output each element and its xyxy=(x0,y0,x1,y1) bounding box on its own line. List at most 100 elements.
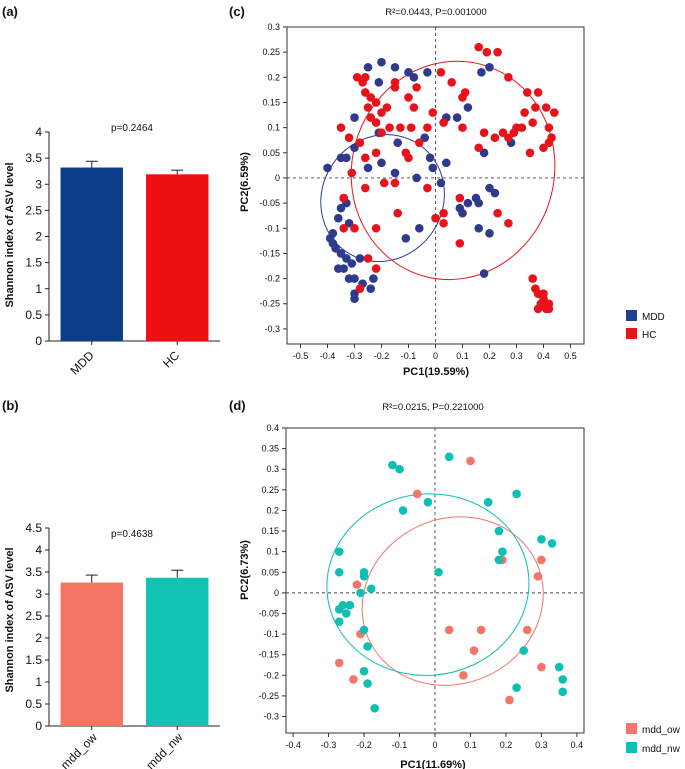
y-tick-label: 0.2 xyxy=(267,72,280,82)
point-mdd xyxy=(369,274,378,283)
point-hc xyxy=(436,67,446,77)
y-tick-label: -0.25 xyxy=(258,691,279,701)
x-tick-label-hc: HC xyxy=(160,348,182,370)
point-hc xyxy=(404,153,413,163)
point-hc xyxy=(428,108,438,117)
point-hc xyxy=(344,133,354,142)
point-mdd xyxy=(409,73,419,82)
x-tick-label: 0.3 xyxy=(535,740,548,750)
point-mdd xyxy=(390,168,400,178)
point-hc xyxy=(371,223,381,233)
x-tick-label: 0.1 xyxy=(464,740,477,750)
point-hc xyxy=(361,88,370,97)
point-mdd xyxy=(415,223,424,233)
point-hc xyxy=(347,168,357,178)
legend-label-mdd-nw: mdd_nw xyxy=(642,744,681,755)
point-mdd xyxy=(363,62,373,72)
point-mdd xyxy=(342,254,351,263)
point-mdd-ow xyxy=(469,646,479,655)
y-tick-label: 4 xyxy=(35,543,42,557)
point-mdd xyxy=(347,259,357,268)
point-hc xyxy=(396,123,405,132)
point-hc xyxy=(479,128,489,137)
x-tick-label: -0.3 xyxy=(321,740,337,750)
point-hc xyxy=(447,78,457,87)
point-mdd xyxy=(377,57,386,67)
point-hc xyxy=(390,83,400,92)
point-mdd-nw xyxy=(494,526,504,536)
point-mdd-nw xyxy=(554,662,564,672)
point-mdd-ow xyxy=(334,658,344,668)
point-mdd-nw xyxy=(395,464,404,474)
y-tick-label: 1.5 xyxy=(25,653,42,667)
point-hc xyxy=(455,239,465,248)
point-mdd-ow xyxy=(412,489,422,499)
point-mdd-nw xyxy=(359,666,369,676)
point-mdd-nw xyxy=(512,489,521,499)
y-tick-label: -0.3 xyxy=(264,324,280,334)
point-hc xyxy=(439,218,448,228)
point-mdd xyxy=(452,113,462,122)
y-tick-label: 3 xyxy=(35,587,42,601)
point-mdd-nw xyxy=(558,675,568,684)
y-tick-label: 4.5 xyxy=(25,521,42,535)
x-tick-label: 0 xyxy=(432,740,437,750)
pvalue-a: p=0.2464 xyxy=(111,123,153,134)
legend-label-mdd-ow: mdd_ow xyxy=(642,725,681,736)
confidence-ellipse-mdd xyxy=(320,134,445,263)
legend-c: MDD HC xyxy=(626,310,665,341)
point-mdd-ow xyxy=(505,695,514,705)
point-mdd xyxy=(363,163,373,173)
point-mdd-nw xyxy=(444,452,454,462)
point-hc xyxy=(541,304,551,314)
y-tick-label: 0 xyxy=(274,588,279,598)
point-hc xyxy=(382,103,392,112)
point-mdd xyxy=(463,103,473,112)
point-hc xyxy=(504,133,513,142)
point-mdd xyxy=(334,213,343,223)
y-tick-label: 0.1 xyxy=(267,123,280,133)
y-tick-label: 2 xyxy=(35,230,42,244)
point-mdd xyxy=(479,269,489,278)
y-tick-label: 0 xyxy=(35,334,42,348)
bar-mdd-ow xyxy=(60,582,123,726)
xlabel-c: PC1(19.59%) xyxy=(403,366,469,378)
point-hc xyxy=(379,178,389,188)
point-mdd xyxy=(479,148,489,158)
point-hc xyxy=(406,123,416,132)
point-mdd-nw xyxy=(388,460,397,470)
point-mdd xyxy=(336,153,346,163)
point-mdd-ow xyxy=(349,675,358,684)
point-hc xyxy=(361,183,370,193)
point-hc xyxy=(366,113,376,122)
y-tick-label: 0.15 xyxy=(261,526,279,536)
xlabel-d: PC1(11.69%) xyxy=(400,759,466,769)
point-hc xyxy=(431,213,440,223)
x-tick-label-mdd-nw: mdd_nw xyxy=(143,730,185,769)
point-mdd xyxy=(474,223,484,233)
y-tick-label: -0.1 xyxy=(264,223,280,233)
point-mdd-nw xyxy=(359,572,369,581)
point-hc xyxy=(531,103,540,112)
y-tick-label: 1 xyxy=(35,282,42,296)
point-hc xyxy=(533,304,543,314)
y-tick-label: 0.15 xyxy=(262,97,280,107)
y-tick-label: 2 xyxy=(35,631,42,645)
point-hc xyxy=(423,183,432,193)
point-mdd-ow xyxy=(352,580,362,589)
y-tick-label: 2.5 xyxy=(25,609,42,623)
pcoa-plot-c: -0.5 -0.4 -0.3 -0.2 -0.1 0 0.1 0.2 0.3 0.4 0.5 -0.3… xyxy=(259,22,585,361)
point-mdd xyxy=(404,67,413,77)
y-tick-label: 0.2 xyxy=(266,505,279,515)
point-mdd-nw xyxy=(334,567,344,577)
y-tick-label: 3.5 xyxy=(25,565,42,579)
y-tick-label: 0.1 xyxy=(266,547,279,557)
confidence-ellipse-mdd-ow xyxy=(361,516,544,686)
y-tick-label: -0.05 xyxy=(259,198,280,208)
point-mdd-nw xyxy=(363,679,372,688)
point-hc xyxy=(544,123,554,132)
y-tick-label: -0.3 xyxy=(263,712,279,722)
point-hc xyxy=(377,128,386,137)
x-tick-label: -0.5 xyxy=(293,351,309,361)
point-mdd-nw xyxy=(483,497,493,507)
